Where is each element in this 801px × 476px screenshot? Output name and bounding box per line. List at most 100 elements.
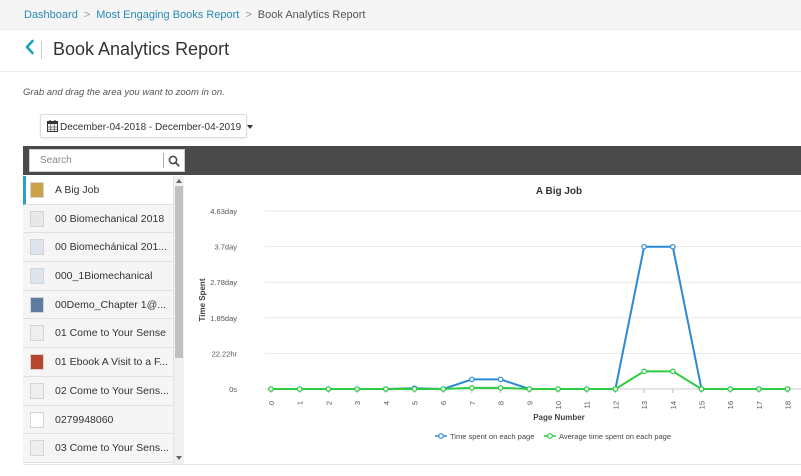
data-point <box>612 386 619 392</box>
y-tick-label: 4.63day <box>210 207 237 216</box>
search-box <box>29 149 185 172</box>
breadcrumb-separator: > <box>245 9 252 21</box>
x-tick-label: 8 <box>497 401 506 405</box>
book-list-item[interactable]: 01 Come to Your Sense <box>23 319 173 349</box>
x-tick-label: 1 <box>296 401 305 405</box>
title-bar: Book Analytics Report <box>0 30 801 72</box>
x-axis-label: Page Number <box>533 413 585 422</box>
y-axis-label: Time Spent <box>198 278 207 321</box>
breadcrumb-current: Book Analytics Report <box>257 9 366 21</box>
date-range-label: December-04-2018 - December-04-2019 <box>60 122 242 133</box>
book-title: 01 Come to Your Sense <box>55 327 166 340</box>
x-tick-label: 15 <box>698 401 707 409</box>
book-title: A Big Job <box>55 184 100 196</box>
data-point <box>756 386 762 392</box>
x-tick-label: 16 <box>726 401 735 409</box>
book-list-item[interactable]: 00Demo_Chapter 1@... <box>23 290 173 320</box>
data-point <box>669 368 676 375</box>
search-divider <box>163 153 164 168</box>
x-tick-label: 17 <box>755 401 764 409</box>
date-range-button[interactable]: December-04-2018 - December-04-2019 <box>40 114 254 138</box>
x-tick-label: 12 <box>611 401 620 409</box>
scroll-down-icon[interactable] <box>176 456 182 460</box>
book-cover-thumbnail <box>30 325 44 342</box>
book-cover-thumbnail <box>30 411 44 428</box>
x-tick-label: 5 <box>411 401 420 405</box>
x-tick-label: 6 <box>439 401 448 405</box>
legend-swatch-marker <box>438 433 444 439</box>
search-input[interactable] <box>30 150 162 171</box>
data-point <box>383 386 389 392</box>
data-point <box>296 386 303 392</box>
book-title: 00 Biomechánical 201... <box>55 241 168 254</box>
y-tick-label: 2.78day <box>210 278 237 287</box>
book-list-item[interactable]: 0279948060 <box>23 405 173 435</box>
data-point <box>583 386 590 392</box>
x-tick-label: 13 <box>640 401 649 409</box>
scroll-thumb[interactable] <box>175 186 183 358</box>
book-cover-thumbnail <box>30 182 44 198</box>
book-list-item[interactable]: A Big Job <box>23 176 173 205</box>
book-cover-thumbnail <box>30 268 44 285</box>
data-point <box>354 386 360 392</box>
book-title: 02 Come to Your Sens... <box>55 384 169 397</box>
data-point <box>727 386 734 392</box>
legend-label: Average time spent on each page <box>559 432 671 441</box>
book-list-item[interactable]: 00 Biomechanical 2018 <box>23 204 173 234</box>
data-point <box>440 386 447 392</box>
title-divider <box>41 41 42 59</box>
book-list-item[interactable]: 00 Biomechánical 201... <box>23 233 173 263</box>
zoom-hint: Grab and drag the area you want to zoom … <box>23 87 225 98</box>
x-tick-label: 2 <box>324 401 333 405</box>
data-point <box>555 386 561 392</box>
legend-swatch-marker <box>547 433 553 439</box>
search-icon[interactable] <box>168 154 180 172</box>
book-cover-thumbnail <box>30 440 44 457</box>
x-tick-label: 11 <box>583 401 592 409</box>
data-point <box>268 386 274 392</box>
y-tick-label: 1.85day <box>210 314 237 323</box>
book-list-item[interactable]: 03 Come to Your Sens... <box>23 434 173 463</box>
y-tick-label: 3.7day <box>214 243 237 252</box>
book-list-item[interactable]: 01 Ebook A Visit to a F... <box>23 348 173 377</box>
book-cover-thumbnail <box>30 296 44 313</box>
chevron-left-icon[interactable] <box>24 38 35 60</box>
breadcrumb-dashboard-link[interactable]: Dashboard <box>24 9 78 21</box>
book-title: 0279948060 <box>55 413 114 426</box>
scroll-up-icon[interactable] <box>176 179 182 183</box>
book-list-scrollbar[interactable] <box>173 176 184 464</box>
book-title: 00Demo_Chapter 1@... <box>55 298 167 311</box>
book-title: 000_1Biomechanical <box>55 270 153 283</box>
data-point <box>469 385 475 391</box>
x-tick-label: 14 <box>669 401 678 409</box>
data-point <box>641 243 647 250</box>
book-list: A Big Job 00 Biomechanical 2018 00 Biomech… <box>23 176 173 464</box>
book-list-item[interactable]: 000_1Biomechanical <box>23 262 173 291</box>
data-point <box>526 386 533 392</box>
x-tick-label: 7 <box>468 401 477 405</box>
x-tick-label: 0 <box>267 401 276 405</box>
book-cover-thumbnail <box>30 210 44 227</box>
data-point <box>497 376 504 383</box>
page-title: Book Analytics Report <box>53 39 230 59</box>
book-cover-thumbnail <box>30 239 44 256</box>
x-tick-label: 3 <box>353 401 362 405</box>
book-list-item[interactable]: 02 Come to Your Sens... <box>23 376 173 406</box>
data-point <box>469 376 475 383</box>
x-tick-label: 10 <box>554 401 563 409</box>
book-title: 01 Ebook A Visit to a F... <box>55 356 169 369</box>
data-point <box>641 368 647 375</box>
breadcrumb-most-engaging-books-link[interactable]: Most Engaging Books Report <box>96 9 240 21</box>
data-point <box>411 386 418 392</box>
book-title: 00 Biomechanical 2018 <box>55 212 165 225</box>
y-tick-label: 22.22hr <box>212 349 238 358</box>
data-point <box>497 385 504 391</box>
y-tick-label: 0s <box>229 385 237 394</box>
book-cover-thumbnail <box>30 382 44 399</box>
x-tick-label: 4 <box>382 401 391 405</box>
x-tick-label: 9 <box>525 401 534 405</box>
x-tick-label: 18 <box>784 401 793 409</box>
book-cover-thumbnail <box>30 354 44 371</box>
chart-panel[interactable]: A Big Job 0s 22.22hr 1.85day 2.78day 3.7day 4… <box>185 175 801 464</box>
